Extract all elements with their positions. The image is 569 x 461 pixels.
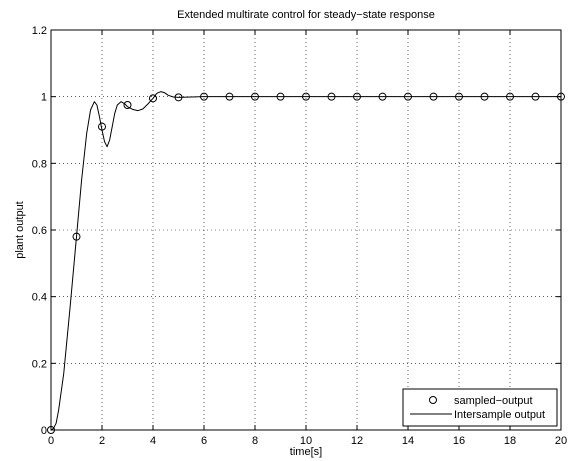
x-axis-label: time[s] xyxy=(290,446,322,458)
y-tick-label: 0.6 xyxy=(32,225,47,237)
legend-marker-circle-icon xyxy=(429,396,437,404)
y-tick-label: 1.2 xyxy=(32,25,47,37)
x-tick-label: 8 xyxy=(252,435,258,447)
legend-box xyxy=(402,388,558,427)
y-tick-label: 1 xyxy=(41,92,47,104)
x-tick-label: 2 xyxy=(99,435,105,447)
y-tick-label: 0.4 xyxy=(32,292,47,304)
x-tick-label: 16 xyxy=(453,435,465,447)
x-tick-label: 10 xyxy=(300,435,312,447)
y-tick-label: 0.8 xyxy=(32,158,47,170)
x-tick-label: 12 xyxy=(351,435,363,447)
axes: 0 2 4 6 8 10 12 14 16 18 20 0 0.2 0.4 0.6 0.8 1 1.2 xyxy=(32,25,567,447)
series-line-intersample-output xyxy=(50,91,561,431)
x-tick-label: 0 xyxy=(48,435,54,447)
sampled-output-point xyxy=(149,94,157,103)
chart-title: Extended multirate control for steady−st… xyxy=(177,9,435,21)
x-tick-label: 20 xyxy=(555,435,567,447)
y-tick-label: 0 xyxy=(41,425,47,437)
legend-label-sampled-output: sampled−output xyxy=(454,395,533,407)
x-tick-label: 14 xyxy=(402,435,414,447)
sampled-output-point xyxy=(123,101,132,109)
x-tick-label: 4 xyxy=(150,435,156,447)
legend-label-intersample-output: Intersample output xyxy=(454,409,545,421)
y-tick-label: 0.2 xyxy=(32,358,47,370)
y-axis-label: plant output xyxy=(14,201,26,259)
data-layer xyxy=(47,91,565,434)
x-tick-label: 6 xyxy=(201,435,207,447)
legend: sampled−output Intersample output xyxy=(402,388,558,427)
grid xyxy=(51,30,561,430)
x-tick-label: 18 xyxy=(504,435,516,447)
